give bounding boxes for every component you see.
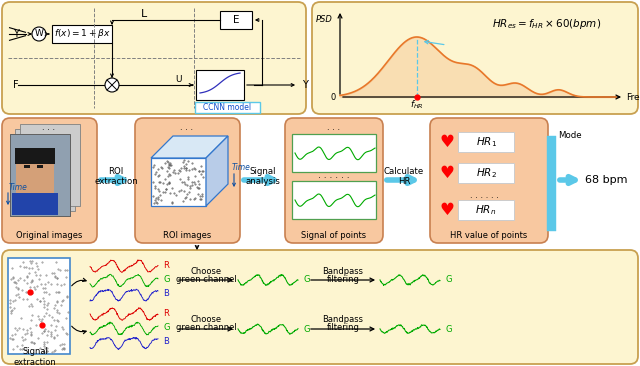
Text: ♥: ♥	[440, 201, 454, 219]
Text: $HR_n$: $HR_n$	[476, 203, 497, 217]
Text: $f(x)=1+\beta x$: $f(x)=1+\beta x$	[54, 27, 110, 41]
Text: ROI: ROI	[108, 167, 124, 176]
Text: E: E	[233, 15, 239, 25]
Polygon shape	[151, 136, 228, 158]
Text: B: B	[163, 290, 169, 299]
Text: PSD: PSD	[316, 15, 333, 25]
Text: Time: Time	[232, 164, 251, 172]
FancyBboxPatch shape	[285, 118, 383, 243]
Text: . . .: . . .	[42, 123, 56, 131]
Text: . . . . . .: . . . . . .	[470, 191, 499, 201]
Text: Signal: Signal	[250, 167, 276, 176]
Bar	[16, 154, 54, 196]
Text: Original images: Original images	[16, 231, 82, 239]
Text: Choose: Choose	[191, 315, 221, 325]
Circle shape	[32, 27, 46, 41]
Text: R: R	[163, 310, 169, 318]
Bar	[292, 134, 376, 172]
Bar	[10, 134, 70, 216]
Text: U: U	[175, 75, 181, 85]
Text: Mode: Mode	[558, 131, 582, 141]
Bar	[196, 70, 244, 100]
Text: Choose: Choose	[191, 266, 221, 276]
Text: Bandpass: Bandpass	[323, 266, 364, 276]
Text: . . .: . . .	[180, 123, 193, 131]
Text: L: L	[141, 9, 147, 19]
Bar	[24, 165, 30, 168]
FancyBboxPatch shape	[2, 250, 638, 364]
Text: G: G	[303, 276, 310, 284]
Bar	[37, 165, 43, 168]
Bar	[220, 11, 252, 29]
Bar	[547, 136, 556, 231]
Text: G: G	[163, 276, 170, 284]
FancyBboxPatch shape	[135, 118, 240, 243]
Text: . . . . . .: . . . . . .	[318, 171, 350, 179]
Bar	[20, 124, 80, 206]
Bar	[8, 258, 70, 354]
Text: Calculate: Calculate	[384, 167, 424, 176]
Text: ROI images: ROI images	[163, 231, 211, 239]
Text: Y: Y	[302, 80, 308, 90]
Text: B: B	[163, 337, 169, 347]
Bar	[15, 129, 75, 211]
Text: G: G	[445, 276, 451, 284]
Bar	[458, 200, 514, 220]
Bar	[195, 102, 260, 113]
Bar	[12, 193, 58, 215]
Text: G: G	[445, 325, 451, 333]
Bar	[458, 132, 514, 152]
Text: green channel: green channel	[175, 324, 236, 332]
Text: ♥: ♥	[440, 133, 454, 151]
Text: green channel: green channel	[175, 274, 236, 284]
Text: $f_{HR}$: $f_{HR}$	[410, 99, 424, 111]
Text: HR: HR	[397, 176, 410, 186]
Bar	[292, 181, 376, 219]
Text: Bandpass: Bandpass	[323, 315, 364, 325]
Bar	[151, 158, 206, 206]
Text: G: G	[303, 325, 310, 333]
Bar	[15, 148, 55, 164]
Text: Frequency: Frequency	[626, 93, 640, 101]
Text: ♥: ♥	[440, 164, 454, 182]
Text: 0: 0	[331, 93, 336, 102]
FancyBboxPatch shape	[2, 2, 306, 114]
Text: G: G	[163, 324, 170, 332]
FancyBboxPatch shape	[430, 118, 548, 243]
Text: F: F	[13, 80, 19, 90]
Text: extraction: extraction	[94, 176, 138, 186]
Text: R: R	[163, 261, 169, 270]
Text: $HR_2$: $HR_2$	[476, 166, 497, 180]
Text: Signal
extraction: Signal extraction	[13, 347, 56, 366]
FancyBboxPatch shape	[2, 118, 97, 243]
Bar	[458, 163, 514, 183]
Bar	[52, 25, 112, 43]
Bar	[10, 134, 70, 216]
Text: CCNN model: CCNN model	[203, 103, 251, 112]
Polygon shape	[206, 136, 228, 206]
Text: W: W	[35, 30, 44, 38]
Text: $HR_{es}=f_{HR}\times60(bpm)$: $HR_{es}=f_{HR}\times60(bpm)$	[492, 17, 601, 31]
Text: filtering: filtering	[326, 324, 360, 332]
Text: Signal of points: Signal of points	[301, 231, 367, 239]
Text: Time: Time	[9, 183, 28, 193]
Text: Y: Y	[13, 29, 19, 39]
FancyBboxPatch shape	[312, 2, 638, 114]
Text: $HR_1$: $HR_1$	[476, 135, 497, 149]
Text: . . .: . . .	[328, 123, 340, 131]
Text: analysis: analysis	[246, 176, 280, 186]
Circle shape	[105, 78, 119, 92]
Text: filtering: filtering	[326, 274, 360, 284]
Text: 68 bpm: 68 bpm	[585, 175, 627, 185]
Text: HR value of points: HR value of points	[451, 231, 527, 239]
